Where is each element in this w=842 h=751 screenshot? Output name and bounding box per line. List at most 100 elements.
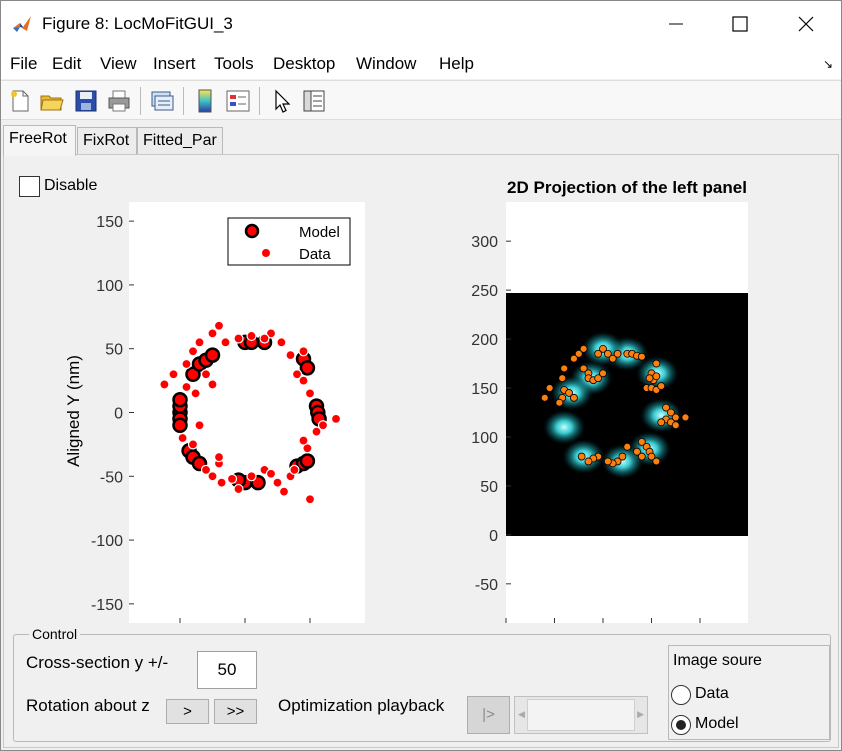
menu-view[interactable]: View xyxy=(100,54,137,73)
data-point xyxy=(298,375,309,386)
left-legend[interactable]: Model Data xyxy=(227,217,351,266)
projection-data-point xyxy=(623,442,632,451)
minimize-button[interactable] xyxy=(643,1,709,47)
data-point xyxy=(276,337,287,348)
menu-insert[interactable]: Insert xyxy=(153,54,196,73)
projection-data-point xyxy=(579,364,588,373)
menu-help[interactable]: Help xyxy=(439,54,474,73)
left-ytick-label: -100 xyxy=(91,533,123,550)
slider-right-arrow-icon[interactable]: ▶ xyxy=(637,709,644,719)
right-ytick-label: 200 xyxy=(471,332,498,349)
image-source-title: Image soure xyxy=(673,652,762,669)
right-ytick-label: 250 xyxy=(471,283,498,300)
slider-thumb[interactable] xyxy=(527,699,635,731)
projection-data-point xyxy=(618,452,627,461)
right-ytick-label: 50 xyxy=(480,479,498,496)
menu-file[interactable]: File xyxy=(10,54,38,73)
playback-slider[interactable]: ◀ ▶ xyxy=(514,696,648,734)
disable-checkbox[interactable] xyxy=(19,176,40,197)
legend-icon[interactable] xyxy=(225,88,251,114)
projection-data-point xyxy=(603,349,612,358)
radio-selected-dot xyxy=(676,720,686,730)
data-point xyxy=(272,477,283,488)
menu-bar: File Edit View Insert Tools Desktop Wind… xyxy=(1,47,841,79)
link-plot-icon[interactable] xyxy=(149,88,175,114)
model-point xyxy=(299,453,316,469)
projection-data-point xyxy=(652,372,661,381)
projection-data-point xyxy=(652,457,661,466)
radio-data[interactable] xyxy=(671,685,691,705)
left-scatter-plot[interactable]: 150 100 50 0 -50 -100 -150 Aligned Y (nm) Mode… xyxy=(4,155,404,625)
model-point xyxy=(299,360,316,376)
menu-desktop[interactable]: Desktop xyxy=(273,54,336,73)
window-title: Figure 8: LocMoFitGUI_3 xyxy=(42,14,233,33)
menu-dock-arrow-icon[interactable]: ↘ xyxy=(822,57,833,71)
data-point xyxy=(259,333,270,344)
save-icon[interactable] xyxy=(73,88,99,114)
data-point xyxy=(220,337,231,348)
right-ytick-label: -50 xyxy=(475,577,498,594)
data-point xyxy=(194,337,205,348)
close-button[interactable] xyxy=(773,1,839,47)
projection-data-point xyxy=(645,374,654,383)
toolbar-separator xyxy=(259,87,260,115)
projection-data-point xyxy=(633,447,641,456)
rotate-step-button[interactable]: > xyxy=(166,699,209,724)
menu-edit[interactable]: Edit xyxy=(52,54,82,73)
left-ytick-label: -150 xyxy=(91,597,123,614)
left-ytick-label: 0 xyxy=(114,406,123,423)
menu-window[interactable]: Window xyxy=(356,54,417,73)
new-figure-icon[interactable] xyxy=(7,88,33,114)
property-inspector-icon[interactable] xyxy=(301,88,327,114)
data-point xyxy=(213,320,225,331)
projection-data-point xyxy=(594,349,603,358)
projection-data-point xyxy=(613,349,622,358)
data-point xyxy=(246,471,257,482)
radio-model[interactable] xyxy=(671,715,691,735)
data-point xyxy=(190,388,201,399)
colorbar-icon[interactable] xyxy=(192,88,218,114)
right-ytick-label: 0 xyxy=(489,528,498,545)
projection-data-point xyxy=(569,354,578,363)
maximize-button[interactable] xyxy=(707,1,773,47)
tab-fitted-par[interactable]: Fitted_Par xyxy=(137,127,223,155)
right-ytick-label: 150 xyxy=(471,381,498,398)
data-point xyxy=(233,333,244,344)
rotate-fast-button[interactable]: >> xyxy=(214,699,257,724)
data-point xyxy=(207,471,218,482)
projection-data-point xyxy=(594,374,603,383)
tab-freerot[interactable]: FreeRot xyxy=(3,125,76,156)
data-point xyxy=(200,369,212,380)
menu-tools[interactable]: Tools xyxy=(214,54,254,73)
projection-data-point xyxy=(574,349,583,358)
left-ytick-label: 50 xyxy=(105,342,123,359)
maximize-icon xyxy=(732,16,748,32)
projection-data-point xyxy=(577,452,586,461)
print-icon[interactable] xyxy=(106,88,132,114)
data-point xyxy=(213,452,225,463)
minimize-icon xyxy=(669,23,683,25)
cross-section-input[interactable]: 50 xyxy=(197,651,257,689)
data-point xyxy=(181,358,192,370)
right-projection-plot[interactable]: 2D Projection of the left panel 300 250 20… xyxy=(404,155,840,625)
data-point xyxy=(304,494,316,505)
projection-data-point xyxy=(565,389,573,397)
slider-left-arrow-icon[interactable]: ◀ xyxy=(518,709,525,719)
projection-data-point xyxy=(666,408,675,417)
radio-model-label: Model xyxy=(695,715,739,732)
left-ytick-label: -50 xyxy=(100,469,123,486)
tab-fixrot[interactable]: FixRot xyxy=(77,127,137,155)
projection-data-point xyxy=(545,384,554,392)
legend-model-marker xyxy=(244,223,260,239)
edit-plot-pointer-icon[interactable] xyxy=(269,88,295,114)
model-point xyxy=(172,391,188,408)
data-point xyxy=(200,464,212,476)
matlab-icon xyxy=(13,16,31,32)
cross-section-label: Cross-section y +/- xyxy=(26,653,169,672)
data-point xyxy=(291,369,303,380)
play-button[interactable]: |> xyxy=(467,696,510,734)
projection-data-point xyxy=(608,354,617,363)
data-point xyxy=(159,379,170,390)
disable-checkbox-label: Disable xyxy=(44,177,98,194)
open-file-icon[interactable] xyxy=(39,88,65,114)
